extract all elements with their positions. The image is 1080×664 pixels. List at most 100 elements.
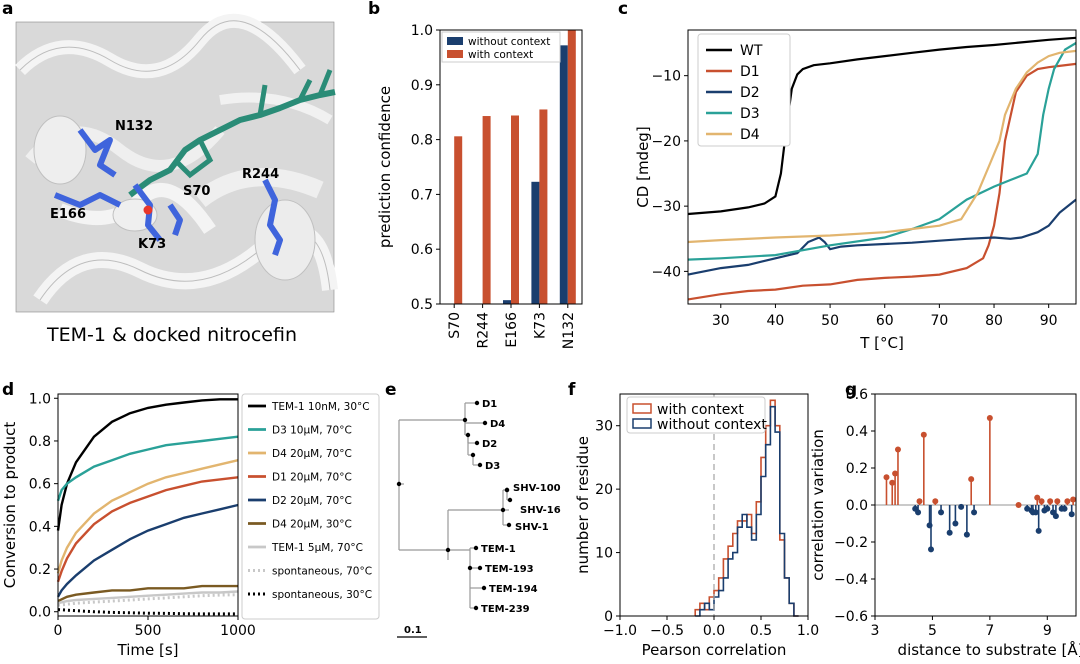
legend-label-c: D3 [740, 106, 760, 122]
xlabel-c: T [°C] [859, 334, 904, 352]
ytick-label-c: −20 [651, 134, 681, 150]
stem-marker [938, 509, 945, 516]
residue-label-k73: K73 [138, 237, 166, 252]
tree-leaf-label: SHV-16 [520, 505, 561, 516]
xtick-label-c: 70 [930, 313, 948, 329]
tree-leaf-label: TEM-1 [481, 544, 516, 555]
tree-leaf-label: D4 [490, 419, 505, 430]
stem-marker [963, 531, 970, 538]
legend-label-d: spontaneous, 30°C [272, 589, 372, 601]
tree-leaf-node [507, 497, 513, 503]
tree-leaf-node [477, 462, 483, 468]
ytick-label-c: −10 [651, 69, 681, 85]
xtick-label-b: S70 [447, 312, 463, 339]
protein-structure-image: N132 R244 S70 E166 K73 [15, 13, 338, 313]
legend-label-d: D4 20μM, 70°C [272, 448, 352, 460]
tree-leaf-node [506, 522, 512, 528]
tree-leaf-label: SHV-100 [513, 483, 561, 494]
stem-marker [1052, 513, 1059, 520]
tree-leaf-node [474, 400, 480, 406]
stem-marker [894, 446, 901, 453]
chart-c: 30 40 50 60 70 80 90 −40 −30 −20 −10 T [°C] CD [mdeg… [634, 29, 1077, 352]
legend-label-b: with context [468, 49, 533, 61]
xtick-label-c: 80 [985, 313, 1003, 329]
histogram-without-context [695, 405, 799, 617]
xtick-label-d: 1000 [220, 623, 256, 639]
tree-leaf-node [477, 565, 483, 571]
legend-label-f: without context [657, 417, 767, 433]
stem-marker [920, 431, 927, 438]
legend-swatch-f [632, 418, 652, 429]
stem-marker [1032, 509, 1039, 516]
xtick-label-d: 500 [135, 623, 162, 639]
ytick-label-d: 0.8 [29, 434, 51, 450]
series-line-spontaneous, 30°C [57, 608, 238, 616]
legend-label-d: spontaneous, 70°C [272, 566, 372, 578]
tree-leaf-label: D1 [482, 399, 497, 410]
ylabel-b: prediction confidence [376, 86, 394, 248]
tree-leaf-label: TEM-194 [489, 584, 538, 595]
xtick-label-b: E166 [504, 312, 520, 348]
tree-leaf-node [504, 487, 510, 493]
ytick-label-b: 0.6 [411, 242, 433, 258]
ytick-label-f: 10 [595, 546, 613, 562]
chart-f-frame [619, 393, 809, 617]
series-line-WT [687, 36, 1077, 216]
panel-label-c: c [618, 0, 628, 19]
residue-label-n132: N132 [115, 119, 153, 134]
stem-marker [1035, 527, 1042, 534]
xtick-label-f: −0.5 [650, 623, 684, 639]
stem-marker [1034, 494, 1041, 501]
series-line-D4 20μM, 70°C [56, 459, 239, 574]
chart-d: 0 500 1000 0.0 0.2 0.4 0.6 0.8 1.0 Time [s] Conver… [1, 391, 380, 659]
chart-b: S70 R244 E166 K73 N132 0.5 0.6 0.7 0.8 0.9 1.0 pred… [376, 23, 583, 349]
legend-label-b: without context [468, 36, 550, 48]
xtick-label-g: 5 [928, 623, 937, 639]
bar-without-context-E166 [503, 300, 511, 304]
xlabel-d: Time [s] [117, 641, 179, 659]
stem-marker [883, 474, 890, 481]
ylabel-g: correlation variation [809, 429, 827, 581]
residue-label-e166: E166 [50, 207, 86, 222]
stem-marker [971, 509, 978, 516]
ytick-label-g: −0.4 [834, 572, 868, 588]
ylabel-d: Conversion to product [1, 422, 19, 589]
series-line-D1 [687, 62, 1077, 301]
ytick-label-g: −0.6 [834, 609, 868, 625]
ytick-label-g: 0.2 [846, 461, 868, 477]
xtick-label-c: 40 [767, 313, 785, 329]
legend-label-c: D2 [740, 85, 760, 101]
series-line-D4 20μM, 30°C [57, 584, 238, 603]
legend-label-d: D1 20μM, 70°C [272, 472, 352, 484]
tree-leaf-node [481, 585, 487, 591]
legend-label-d: D3 10μM, 70°C [272, 425, 352, 437]
stem-marker [1061, 505, 1068, 512]
tree-leaf-label: D3 [485, 461, 500, 472]
chart-g: 3 5 7 9 −0.6 −0.4 −0.2 0.0 0.2 0.4 0.6 distance to … [809, 387, 1080, 659]
xtick-label-f: 0.0 [703, 623, 725, 639]
chart-e: D1 D4 D2 D3 SHV-100 SHV-16 SHV-1 TEM-1 TEM-193 TE… [396, 399, 561, 638]
residue-label-r244: R244 [242, 167, 279, 182]
legend-d: TEM-1 10nM, 30°C D3 10μM, 70°C D4 20μM, 70… [241, 393, 380, 620]
ytick-label-f: 20 [595, 482, 613, 498]
tree-leaf-label: D2 [482, 439, 497, 450]
tree-node [445, 547, 451, 553]
stem-marker [1038, 498, 1045, 505]
tree-node [465, 432, 471, 438]
charts-layer: S70 R244 E166 K73 N132 0.5 0.6 0.7 0.8 0.9 1.0 pred… [1, 23, 1080, 659]
ytick-label-d: 0.0 [29, 605, 51, 621]
stem-marker [1044, 505, 1051, 512]
legend-label-d: D2 20μM, 70°C [272, 495, 352, 507]
xtick-label-c: 90 [1040, 313, 1058, 329]
tree-node [470, 452, 476, 458]
chart-c-frame [687, 29, 1077, 305]
stem-marker [916, 498, 923, 505]
ytick-label-c: −30 [651, 199, 681, 215]
xtick-label-g: 3 [871, 623, 880, 639]
ytick-label-d: 0.4 [29, 519, 51, 535]
ylabel-f: number of residue [574, 436, 592, 574]
tree-leaf-label: SHV-1 [515, 522, 549, 533]
bar-with-context-R244 [482, 116, 491, 304]
legend-c: WT D1 D2 D3 D4 [697, 33, 791, 147]
